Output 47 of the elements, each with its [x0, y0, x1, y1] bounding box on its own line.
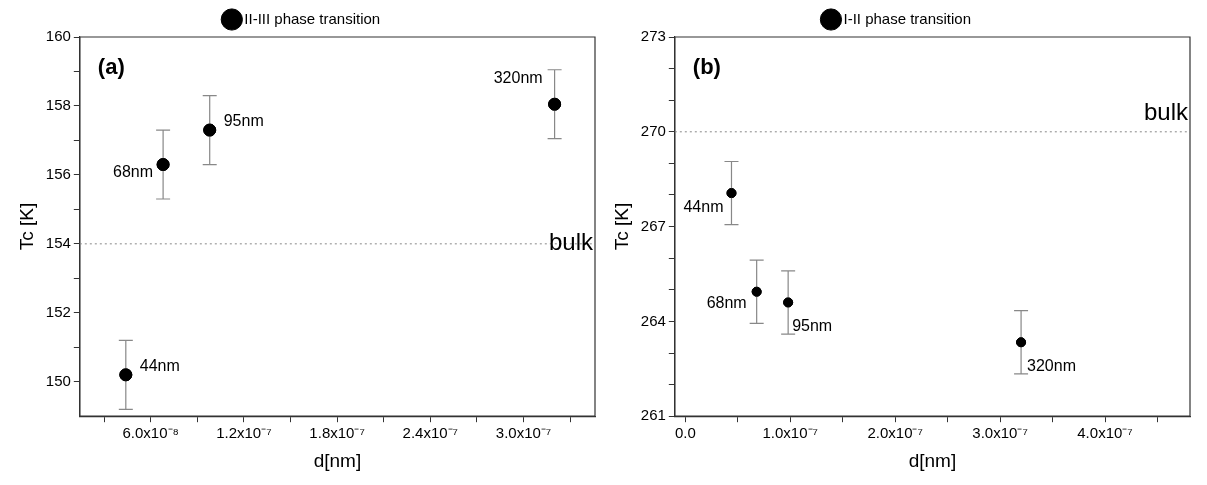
x-tick-label: 0.0 [674, 424, 696, 442]
point [119, 368, 133, 382]
annotation: 44nm [683, 197, 724, 215]
x-tick-label: 2.0x10⁻⁷ [867, 424, 923, 442]
annotation: 95nm [223, 112, 264, 130]
y-tick-label: 261 [640, 406, 666, 424]
point [751, 286, 762, 297]
y-axis-title: Tc [K] [15, 202, 37, 251]
point [156, 158, 170, 172]
annotation: (a) [97, 54, 125, 80]
y-tick-label: 158 [45, 96, 71, 114]
y-tick-label: 270 [640, 121, 666, 139]
point [726, 188, 737, 199]
annotation: 44nm [139, 357, 180, 375]
y-tick-label: 267 [640, 216, 666, 234]
y-tick-label: 264 [640, 311, 666, 329]
x-tick-label: 3.0x10⁻⁷ [972, 424, 1028, 442]
x-axis-title: d[nm] [908, 449, 957, 471]
y-axis-title: Tc [K] [610, 202, 632, 251]
annotation: 95nm [792, 316, 833, 334]
ref-line-label: bulk [1143, 98, 1189, 126]
x-tick-label: 1.8x10⁻⁷ [309, 424, 365, 442]
y-tick-label: 273 [640, 27, 666, 45]
point [548, 97, 562, 111]
legend-label: II-III phase transition [244, 9, 381, 27]
y-tick-label: 150 [45, 371, 71, 389]
x-tick-label: 2.4x10⁻⁷ [402, 424, 459, 442]
point [203, 123, 217, 137]
legend-label: I-II phase transition [843, 9, 972, 27]
annotation: 320nm [493, 68, 543, 86]
point [1016, 337, 1027, 348]
annotation: 320nm [1027, 356, 1076, 374]
annotation: 68nm [706, 294, 747, 312]
ref-line-label: bulk [548, 228, 594, 256]
x-tick-label: 4.0x10⁻⁷ [1077, 424, 1133, 442]
x-tick-label: 1.2x10⁻⁷ [216, 424, 272, 442]
annotation: 68nm [113, 162, 154, 180]
y-tick-label: 154 [45, 233, 71, 251]
x-tick-label: 1.0x10⁻⁷ [762, 424, 818, 442]
x-tick-label: 3.0x10⁻⁷ [495, 424, 552, 442]
y-tick-label: 160 [45, 27, 71, 45]
point [783, 297, 794, 308]
y-tick-label: 156 [45, 165, 71, 183]
x-tick-label: 6.0x10⁻⁸ [122, 424, 179, 442]
annotation: (b) [692, 54, 721, 80]
x-axis-title: d[nm] [313, 449, 362, 471]
y-tick-label: 152 [45, 302, 71, 320]
